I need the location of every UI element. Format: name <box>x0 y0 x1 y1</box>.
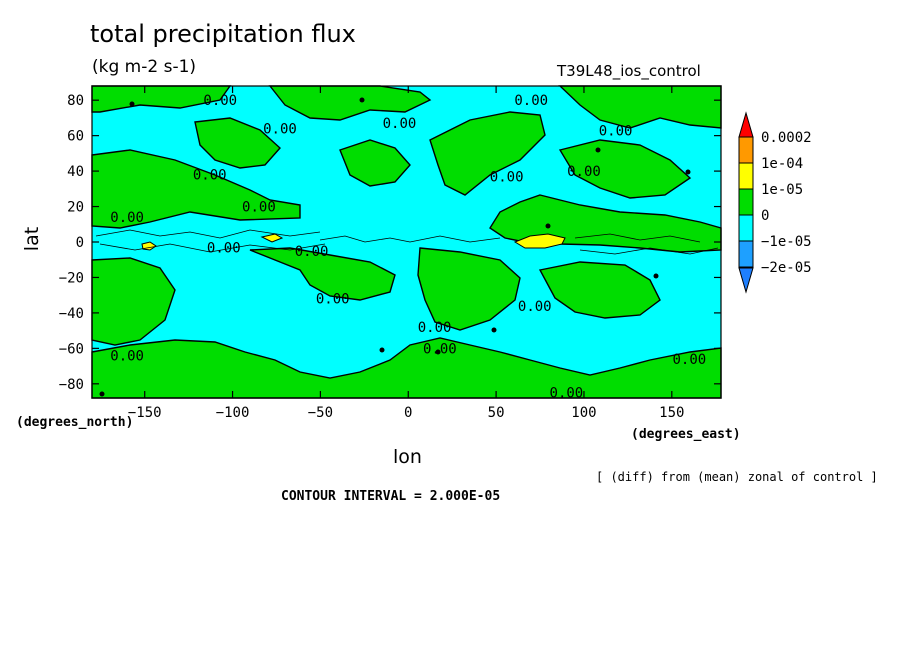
colorbar-bin <box>738 240 754 268</box>
contour-label: 0.00 <box>207 240 241 256</box>
y-tick-label: −20 <box>59 270 84 286</box>
contour-label: 0.00 <box>550 386 584 402</box>
small-features <box>99 97 691 397</box>
contour-label: 0.00 <box>263 122 297 138</box>
contour-label: 0.00 <box>110 210 144 226</box>
contour-label: 0.00 <box>316 292 350 308</box>
contour-label: 0.00 <box>567 164 601 180</box>
colorbar-bin <box>738 136 754 164</box>
equatorial-contours <box>95 229 719 255</box>
chart-title: total precipitation flux <box>90 20 356 48</box>
x-axis-label: lon <box>393 446 422 468</box>
x-axis: −150 −100 −50 0 50 100 150 <box>128 86 684 421</box>
contour-label: 0.00 <box>599 123 633 139</box>
x-tick-label: 150 <box>659 405 684 421</box>
colorbar-label: −2e-05 <box>761 260 812 276</box>
colorbar-top-arrow <box>738 111 754 138</box>
contour-label: 0.00 <box>295 244 329 260</box>
contour-label: 0.00 <box>203 93 237 109</box>
run-name: T39L48_ios_control <box>557 62 701 80</box>
y-axis-label: lat <box>21 226 44 252</box>
comparison-note: [ (diff) from (mean) zonal of control ] <box>596 470 878 484</box>
colorbar-label: −1e-05 <box>761 234 812 250</box>
contour-label: 0.00 <box>242 200 276 216</box>
colorbar-bin <box>738 162 754 190</box>
x-tick-label: 100 <box>571 405 596 421</box>
y-tick-label: −60 <box>59 341 84 357</box>
x-tick-label: 50 <box>488 405 505 421</box>
y-tick-label: 80 <box>67 93 84 109</box>
colorbar-bin <box>738 214 754 242</box>
contour-label: 0.00 <box>110 348 144 364</box>
contour-label: 0.00 <box>418 320 452 336</box>
colorbar-label: 1e-04 <box>761 156 803 172</box>
plot-area: 0.00 0.00 0.00 0.00 0.00 0.00 0.00 0.00 0.00 0.00… <box>91 85 722 402</box>
x-tick-label: −150 <box>128 405 162 421</box>
y-tick-label: 0 <box>76 235 84 251</box>
colorbar-label: 0 <box>761 208 769 224</box>
y-axis: −80 −60 −40 −20 0 20 40 60 80 <box>59 93 721 393</box>
y-tick-label: 40 <box>67 164 84 180</box>
colorbar-label: 0.0002 <box>761 130 812 146</box>
y-axis-unit: (degrees_north) <box>16 415 134 430</box>
contour-interval: CONTOUR INTERVAL = 2.000E-05 <box>281 489 501 504</box>
contour-label: 0.00 <box>383 116 417 132</box>
contour-label: 0.00 <box>490 169 524 185</box>
colorbar-label: 1e-05 <box>761 182 803 198</box>
x-axis-unit: (degrees_east) <box>631 427 741 442</box>
tropical-maxima <box>141 233 566 251</box>
contour-label: 0.00 <box>423 341 457 357</box>
contour-label: 0.00 <box>673 352 707 368</box>
colorbar: 0.0002 1e-04 1e-05 0 −1e-05 −2e-05 <box>738 111 812 294</box>
contour-label: 0.00 <box>514 93 548 109</box>
y-tick-label: 20 <box>67 200 84 216</box>
y-tick-label: −40 <box>59 306 84 322</box>
x-tick-label: 0 <box>404 405 412 421</box>
y-tick-label: −80 <box>59 377 84 393</box>
x-tick-label: −50 <box>308 405 333 421</box>
x-tick-label: −100 <box>216 405 250 421</box>
colorbar-bin <box>738 188 754 216</box>
chart-units: (kg m-2 s-1) <box>92 57 197 77</box>
y-tick-label: 60 <box>67 129 84 145</box>
contour-label: 0.00 <box>518 299 552 315</box>
colorbar-bottom-arrow <box>738 267 754 294</box>
contour-label: 0.00 <box>193 168 227 184</box>
